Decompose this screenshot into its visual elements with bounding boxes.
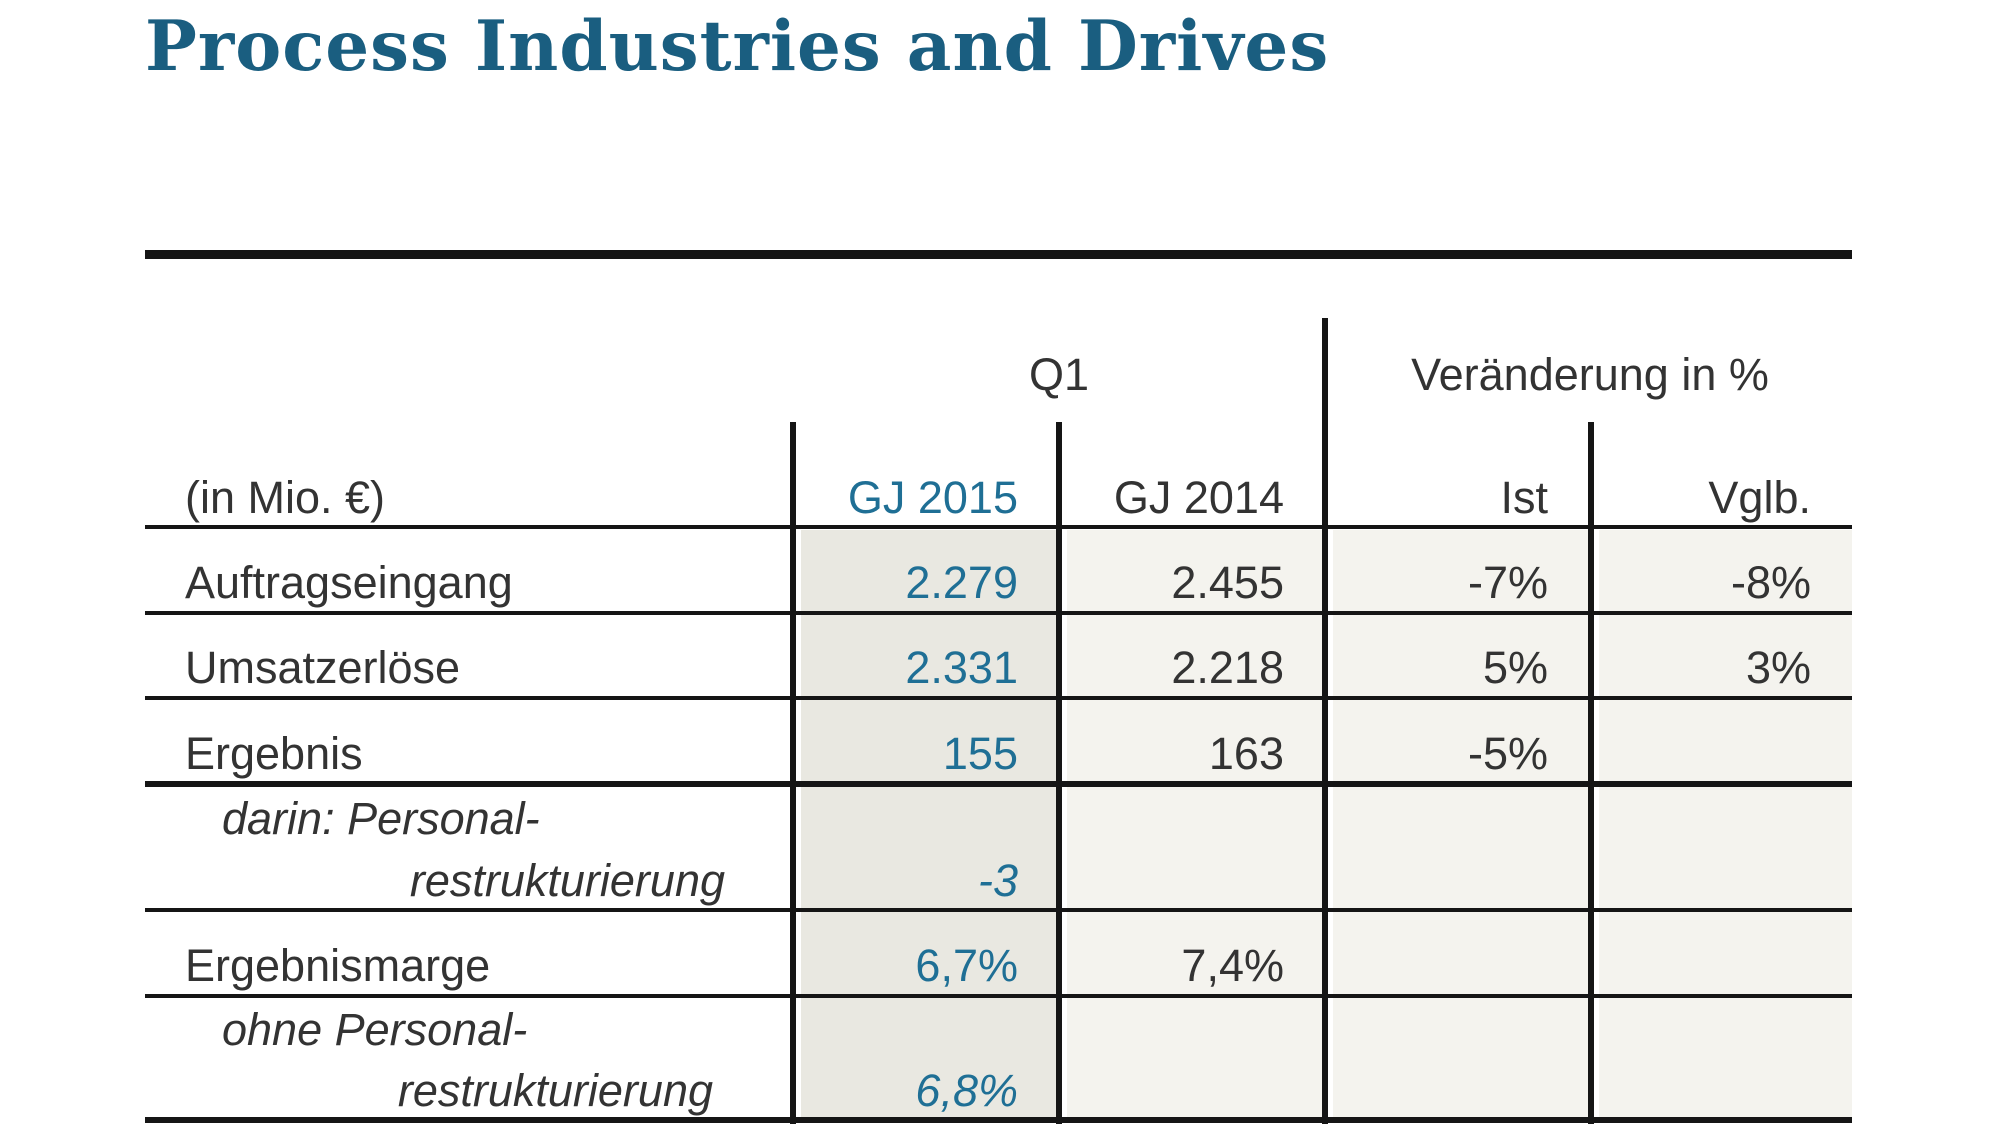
cell-vglb: -8% [1730,557,1811,608]
cell-gj2015: -3 [977,855,1018,906]
header-change-percent: Veränderung in % [1411,349,1769,400]
bottom-rule [145,1117,1852,1123]
column-shade-ist [1333,530,1593,1122]
row-rule [145,994,1852,998]
column-divider [1056,422,1062,1124]
header-rule [145,525,1852,529]
cell-gj2014: 7,4% [1181,940,1284,991]
header-q1: Q1 [1028,349,1090,400]
column-shade-gj2015 [801,530,1061,1122]
row-rule [145,908,1852,912]
row-label-line2: restrukturierung [397,1065,713,1116]
unit-label: (in Mio. €) [185,472,386,523]
column-divider [1322,318,1328,1124]
cell-gj2015: 6,7% [915,940,1018,991]
cell-gj2015: 155 [942,728,1018,779]
column-divider [1588,422,1594,1124]
cell-gj2015: 2.279 [905,557,1018,608]
row-label-line1: ohne Personal- [222,1004,528,1055]
cell-ist: 5% [1482,642,1548,693]
cell-vglb: 3% [1745,642,1811,693]
column-divider [790,422,796,1124]
column-shade-gj2014 [1067,530,1327,1122]
cell-gj2014: 2.218 [1171,642,1284,693]
cell-gj2014: 163 [1208,728,1284,779]
row-label: Auftragseingang [185,557,513,608]
row-label: Ergebnismarge [185,940,491,991]
row-label-line2: restrukturierung [409,855,725,906]
row-label-line1: darin: Personal- [222,793,540,844]
cell-gj2015: 6,8% [915,1065,1018,1116]
row-label: Ergebnis [185,728,363,779]
column-shade-vglb [1599,530,1852,1122]
row-rule [145,696,1852,700]
row-label: Umsatzerlöse [185,642,461,693]
cell-gj2015: 2.331 [905,642,1018,693]
column-header-gj2015: GJ 2015 [847,472,1018,523]
column-header-gj2014: GJ 2014 [1113,472,1284,523]
row-rule [145,611,1852,615]
column-header-vglb: Vglb. [1708,472,1811,523]
page-title: Process Industries and Drives [145,6,1330,87]
cell-ist: -5% [1467,728,1548,779]
cell-gj2014: 2.455 [1171,557,1284,608]
cell-ist: -7% [1467,557,1548,608]
row-rule [145,781,1852,787]
column-header-ist: Ist [1500,472,1548,523]
top-rule [145,250,1852,259]
